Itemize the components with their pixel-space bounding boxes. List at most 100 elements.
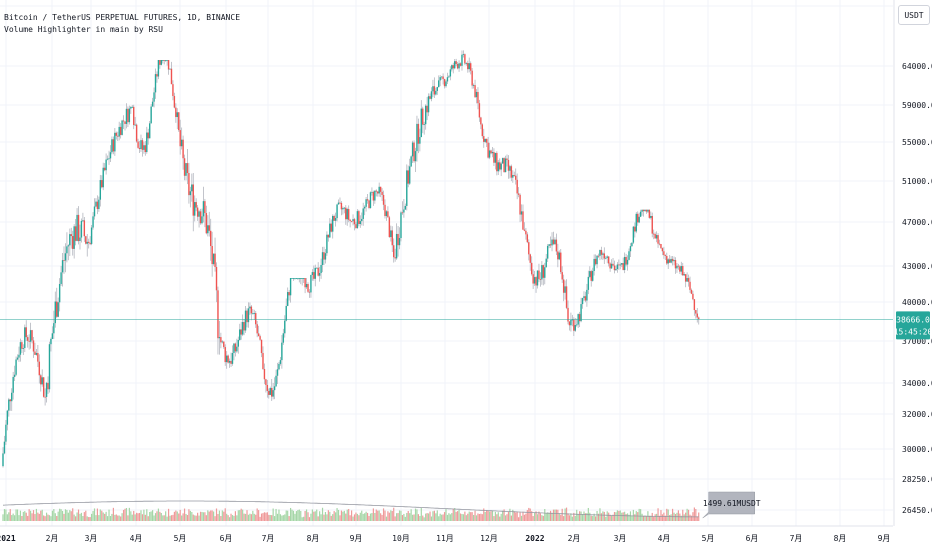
indicator-title[interactable]: Volume Highlighter in main by RSU: [4, 25, 163, 34]
candle-body: [544, 267, 546, 278]
candle-body: [573, 319, 575, 331]
volume-bar: [233, 515, 235, 521]
candle-body: [484, 138, 486, 142]
volume-bar: [133, 510, 135, 521]
candle-body: [40, 375, 42, 385]
time-tick-label: 9月: [878, 534, 891, 543]
volume-bar: [474, 510, 476, 521]
price-axis[interactable]: 64000.0 59000.0 55000.0 51000.0 47000.0 43000…: [893, 0, 932, 526]
volume-bar: [433, 510, 435, 521]
candle-body: [311, 272, 314, 276]
volume-bar: [189, 510, 191, 521]
candle-body: [93, 206, 96, 217]
volume-bar: [143, 509, 145, 521]
candle-body: [653, 233, 655, 235]
symbol-title[interactable]: Bitcoin / TetherUS PERPETUAL FUTURES, 1D…: [4, 13, 241, 22]
candle-body: [680, 266, 682, 272]
candle-body: [631, 242, 633, 247]
volume-bar: [59, 508, 61, 521]
volume-bar: [105, 511, 107, 521]
volume-bar: [80, 512, 83, 521]
volume-bar: [339, 515, 341, 521]
volume-bar: [390, 510, 392, 521]
candle-body: [128, 108, 131, 123]
volume-bar: [313, 511, 315, 521]
volume-bar: [173, 511, 175, 521]
candle-body: [313, 272, 315, 279]
candle-body: [477, 91, 479, 104]
volume-bar: [215, 508, 218, 521]
time-axis[interactable]: 2021 2月 3月 4月 5月 6月 7月 8月 9月 10月 11月 12月 2022 2月 3月 4月 5…: [0, 525, 893, 543]
candle-body: [180, 139, 183, 147]
candle-body: [198, 211, 200, 217]
volume-bar: [509, 508, 511, 521]
candle-body: [134, 124, 136, 126]
volume-bar: [432, 511, 434, 521]
volume-bar: [48, 515, 51, 521]
price-tick-label: 47000.0: [902, 218, 932, 227]
candle-body: [594, 258, 597, 265]
candle-body: [316, 267, 318, 269]
volume-bar: [561, 508, 563, 521]
candle-body: [674, 260, 677, 269]
candle-body: [696, 313, 698, 318]
volume-bar: [549, 510, 552, 521]
candle-body: [693, 299, 696, 311]
candle-body: [555, 239, 558, 252]
candle-body: [151, 101, 154, 107]
volume-bar: [670, 514, 672, 521]
candle-body: [655, 235, 658, 239]
candle-body: [586, 289, 588, 301]
candle-body: [423, 124, 425, 126]
candle-body: [500, 163, 502, 170]
candle-body: [449, 69, 452, 77]
candle-body: [684, 274, 687, 282]
volume-bar: [282, 515, 284, 521]
candle-body: [175, 107, 177, 118]
candle-body: [255, 313, 257, 325]
price-tick-label: 32000.0: [902, 410, 932, 419]
volume-bar: [660, 510, 662, 521]
volume-bar: [568, 515, 571, 521]
candle-body: [124, 121, 126, 124]
candle-body: [130, 107, 132, 109]
volume-bar: [150, 511, 152, 521]
volume-bar: [385, 516, 388, 521]
volume-bar: [640, 509, 642, 521]
volume-bar: [499, 516, 501, 521]
volume-bar: [226, 513, 228, 521]
volume-bar: [380, 513, 382, 521]
candle-body: [289, 278, 292, 296]
volume-bar: [565, 507, 568, 521]
currency-button[interactable]: USDT: [898, 5, 930, 25]
candle-body: [541, 265, 543, 280]
volume-bar: [548, 513, 550, 521]
candle-body: [404, 205, 407, 210]
candle-body: [629, 246, 632, 252]
volume-bar: [6, 514, 8, 521]
volume-bar: [337, 509, 340, 521]
candle-body: [42, 377, 45, 397]
candle-body: [401, 212, 404, 214]
candle-body: [147, 132, 149, 139]
volume-bar: [117, 515, 119, 521]
candle-body: [382, 194, 385, 205]
volume-bar: [361, 510, 363, 521]
candle-body: [461, 54, 463, 66]
volume-bar: [364, 513, 366, 521]
volume-bar: [279, 514, 282, 521]
candle-body: [490, 150, 492, 154]
candle-body: [60, 272, 62, 284]
volume-bar: [323, 514, 325, 521]
volume-bar: [45, 512, 48, 521]
volume-bar: [38, 513, 40, 521]
candle-body: [384, 204, 386, 217]
candle-body: [44, 396, 46, 398]
volume-bar: [271, 515, 273, 521]
candle-body: [422, 108, 424, 125]
candle-body: [225, 355, 228, 363]
volume-bar: [475, 515, 478, 521]
volume-bar: [314, 511, 316, 521]
